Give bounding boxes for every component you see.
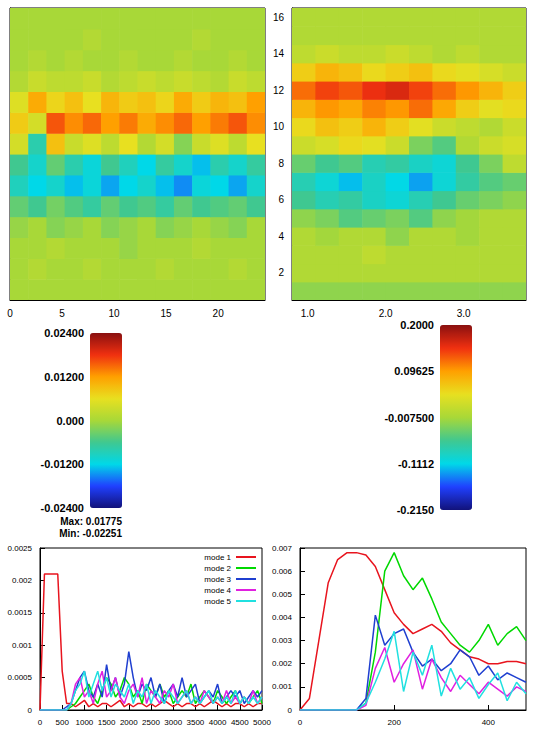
svg-text:4500: 4500: [231, 718, 249, 727]
svg-text:-0.2150: -0.2150: [397, 504, 434, 516]
svg-text:mode 1: mode 1: [204, 553, 231, 562]
svg-text:0: 0: [7, 308, 13, 319]
svg-text:1.0: 1.0: [301, 308, 315, 319]
svg-text:0: 0: [288, 706, 293, 715]
svg-text:-0.1112: -0.1112: [398, 458, 434, 470]
svg-text:0.09625: 0.09625: [394, 365, 434, 377]
svg-text:0.002: 0.002: [12, 576, 33, 585]
svg-text:3000: 3000: [164, 718, 182, 727]
svg-text:0.2000: 0.2000: [400, 319, 434, 331]
svg-text:5: 5: [59, 308, 65, 319]
svg-text:-0.007500: -0.007500: [384, 412, 434, 424]
svg-text:4: 4: [278, 231, 284, 242]
svg-text:0: 0: [38, 718, 43, 727]
svg-text:0.006: 0.006: [272, 567, 293, 576]
svg-text:4000: 4000: [209, 718, 227, 727]
svg-text:Min: -0.02251: Min: -0.02251: [59, 528, 122, 539]
svg-text:12: 12: [273, 85, 285, 96]
svg-text:2000: 2000: [120, 718, 138, 727]
svg-text:0.001: 0.001: [12, 641, 33, 650]
svg-text:2.0: 2.0: [379, 308, 393, 319]
svg-text:mode 3: mode 3: [204, 575, 231, 584]
svg-text:0: 0: [28, 706, 33, 715]
svg-text:2500: 2500: [142, 718, 160, 727]
svg-text:0.0025: 0.0025: [8, 544, 33, 553]
svg-text:500: 500: [56, 718, 70, 727]
svg-text:0.007: 0.007: [272, 544, 293, 553]
svg-text:1500: 1500: [98, 718, 116, 727]
svg-text:14: 14: [273, 48, 285, 59]
svg-text:20: 20: [213, 308, 225, 319]
svg-text:-0.01200: -0.01200: [41, 458, 84, 470]
svg-text:0.0005: 0.0005: [8, 673, 33, 682]
svg-text:0.0015: 0.0015: [8, 608, 33, 617]
svg-text:8: 8: [278, 158, 284, 169]
svg-text:0: 0: [298, 718, 303, 727]
svg-text:mode 5: mode 5: [204, 597, 231, 606]
svg-text:6: 6: [278, 194, 284, 205]
svg-text:0.01200: 0.01200: [44, 371, 84, 383]
svg-text:1000: 1000: [76, 718, 94, 727]
svg-text:5000: 5000: [253, 718, 271, 727]
svg-text:15: 15: [161, 308, 173, 319]
svg-text:2: 2: [278, 267, 284, 278]
svg-text:0.001: 0.001: [272, 682, 293, 691]
svg-text:mode 2: mode 2: [204, 564, 231, 573]
svg-text:0.003: 0.003: [272, 636, 293, 645]
svg-text:0.02400: 0.02400: [44, 327, 84, 339]
svg-text:0.000: 0.000: [56, 415, 84, 427]
svg-text:400: 400: [482, 718, 496, 727]
svg-text:10: 10: [109, 308, 121, 319]
svg-text:200: 200: [387, 718, 401, 727]
svg-text:3.0: 3.0: [457, 308, 471, 319]
svg-text:16: 16: [273, 12, 285, 23]
svg-text:-0.02400: -0.02400: [41, 502, 84, 514]
svg-text:Max: 0.01775: Max: 0.01775: [60, 516, 122, 527]
svg-text:0.002: 0.002: [272, 659, 293, 668]
svg-text:10: 10: [273, 121, 285, 132]
svg-text:mode 4: mode 4: [204, 586, 231, 595]
svg-text:0.005: 0.005: [272, 590, 293, 599]
svg-text:3500: 3500: [187, 718, 205, 727]
svg-text:0.004: 0.004: [272, 613, 293, 622]
